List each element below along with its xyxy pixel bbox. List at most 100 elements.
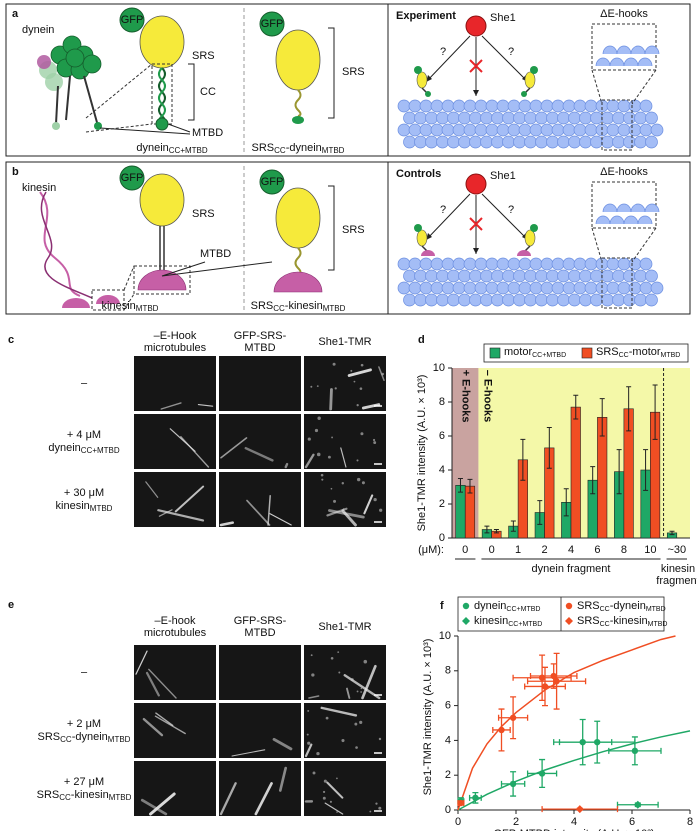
tubulin xyxy=(639,257,653,271)
row-label-part: MTBD xyxy=(90,504,113,513)
tubulin xyxy=(529,123,543,137)
tubulin xyxy=(595,99,609,113)
speck xyxy=(381,372,385,376)
tubulin xyxy=(639,123,653,137)
speck xyxy=(331,436,333,439)
srs-label: SRS xyxy=(192,50,215,62)
speck xyxy=(360,363,364,367)
legend-label-part: motor xyxy=(504,346,532,358)
y-axis-label: She1-TMR intensity (A.U. × 10³) xyxy=(416,375,428,532)
dynein-stalk xyxy=(55,75,99,127)
speck xyxy=(360,691,362,693)
tubulin xyxy=(397,257,411,271)
tubulin-zoom xyxy=(630,45,646,55)
tubulin xyxy=(507,123,521,137)
tubulin xyxy=(518,99,532,113)
tubulin xyxy=(502,293,515,307)
construct-label-part: -kinesin xyxy=(285,300,323,312)
micrograph xyxy=(134,472,216,527)
legend-label-part: MTBD xyxy=(661,352,681,359)
kinesin-foot xyxy=(62,298,90,308)
point xyxy=(631,747,639,755)
point xyxy=(575,805,584,814)
legend-marker xyxy=(565,602,573,610)
legend-label-part: CC xyxy=(619,352,629,359)
x-axis-label: GFP-MTBD intensity (A.U. × 10³) xyxy=(493,828,654,831)
filament xyxy=(304,743,313,758)
legend-label: SRSCC-motorMTBD xyxy=(596,346,680,359)
row-label-part: -kinesin xyxy=(71,789,109,801)
kinesin-coil xyxy=(40,191,93,299)
mtbd-pointer xyxy=(161,261,273,277)
speck xyxy=(350,678,354,682)
tubulin xyxy=(579,111,592,125)
legend-label-part: SRS xyxy=(577,600,600,612)
zoom-box xyxy=(91,289,125,311)
tubulin xyxy=(414,293,427,307)
tubulin xyxy=(502,111,515,125)
tubulin xyxy=(419,281,433,295)
question-mark: ? xyxy=(440,46,446,58)
speck xyxy=(369,810,372,813)
filament xyxy=(254,782,273,816)
speck xyxy=(307,741,311,745)
column-header: MTBD xyxy=(244,627,275,639)
row-label-part: + 27 μM xyxy=(64,776,104,788)
zoom-lines xyxy=(591,69,657,105)
tubulin xyxy=(458,111,471,125)
tubulin xyxy=(573,281,587,295)
tubulin xyxy=(441,281,455,295)
tubulin-zoom xyxy=(623,215,639,225)
tubulin xyxy=(612,293,625,307)
tubulin xyxy=(507,257,521,271)
tubulin xyxy=(535,111,548,125)
micrograph xyxy=(134,356,216,411)
tubulin xyxy=(491,293,504,307)
point xyxy=(538,770,546,777)
row-label-part: SRS xyxy=(37,789,60,801)
column-header: GFP-SRS- xyxy=(234,615,287,627)
coiled-coil xyxy=(294,89,302,117)
mtbd-label: MTBD xyxy=(200,248,231,260)
tubulin xyxy=(496,99,510,113)
zoom-target xyxy=(601,99,633,151)
error-bar xyxy=(563,488,569,517)
tubulin xyxy=(436,293,449,307)
tubulin xyxy=(474,99,488,113)
tubulin xyxy=(540,281,554,295)
legend-marker xyxy=(462,617,470,625)
y-tick-label: 0 xyxy=(445,804,451,816)
row-label-part: + 2 μM xyxy=(67,718,101,730)
mtbd xyxy=(292,116,304,124)
tubulin xyxy=(650,281,664,295)
filament xyxy=(160,402,182,410)
tubulin xyxy=(496,281,510,295)
mtbd-pointer xyxy=(99,123,191,135)
blocked xyxy=(469,59,483,73)
error-bar xyxy=(493,529,499,534)
micrograph xyxy=(219,472,301,527)
speck xyxy=(356,690,359,693)
tubulin xyxy=(425,269,438,283)
filament xyxy=(272,737,293,751)
tubulin xyxy=(557,293,570,307)
tubulin xyxy=(623,111,636,125)
error-bar xyxy=(643,449,649,491)
speck xyxy=(378,737,382,741)
speck xyxy=(307,437,311,441)
error-bar xyxy=(669,530,675,536)
column-header: She1-TMR xyxy=(318,336,371,348)
tubulin xyxy=(590,269,603,283)
tubulin xyxy=(524,269,537,283)
speck xyxy=(337,651,340,653)
tubulin-zoom xyxy=(609,57,625,67)
micrograph xyxy=(134,761,216,816)
tubulin-zoom xyxy=(644,45,660,55)
tubulin xyxy=(601,111,614,125)
speck xyxy=(325,716,329,720)
construct-label-part: SRS xyxy=(251,300,274,312)
tubulin xyxy=(623,135,636,149)
filament xyxy=(361,664,377,700)
mini-mtbd xyxy=(517,250,531,256)
tubulin xyxy=(436,135,449,149)
